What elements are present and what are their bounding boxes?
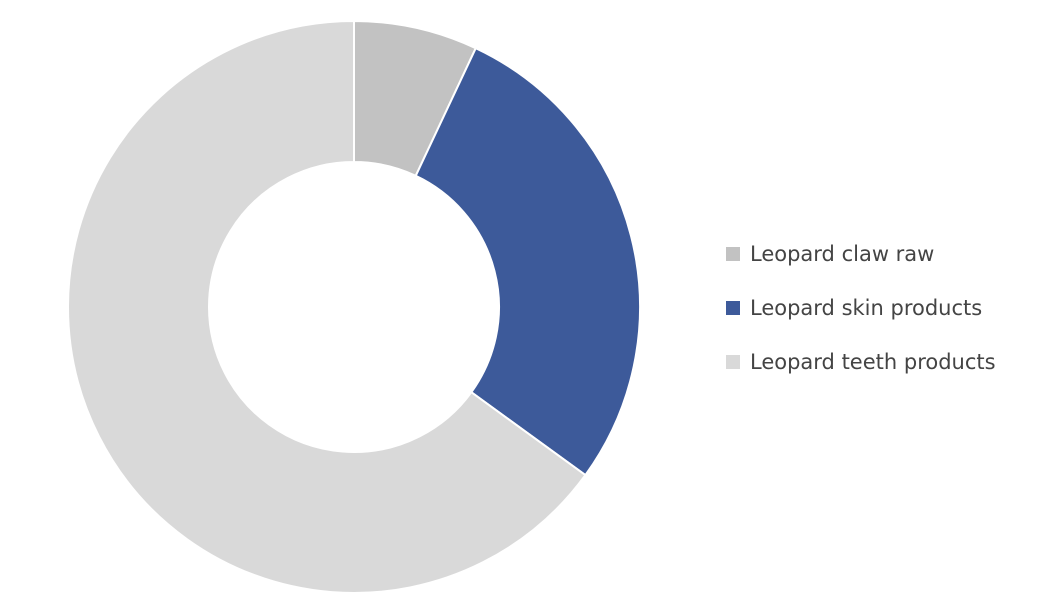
legend: Leopard claw raw Leopard skin products Leo… <box>726 242 996 374</box>
legend-label-leopard-claw-raw: Leopard claw raw <box>750 242 934 266</box>
legend-item-leopard-teeth-products: Leopard teeth products <box>726 350 996 374</box>
donut-slices <box>67 20 641 594</box>
slice-leopard-skin-products <box>414 47 641 477</box>
legend-swatch-leopard-claw-raw <box>726 247 740 261</box>
legend-item-leopard-claw-raw: Leopard claw raw <box>726 242 934 266</box>
legend-swatch-leopard-skin-products <box>726 301 740 315</box>
legend-swatch-leopard-teeth-products <box>726 355 740 369</box>
legend-label-leopard-teeth-products: Leopard teeth products <box>750 350 996 374</box>
slice-leopard-teeth-products <box>67 20 587 594</box>
legend-item-leopard-skin-products: Leopard skin products <box>726 296 982 320</box>
legend-label-leopard-skin-products: Leopard skin products <box>750 296 982 320</box>
